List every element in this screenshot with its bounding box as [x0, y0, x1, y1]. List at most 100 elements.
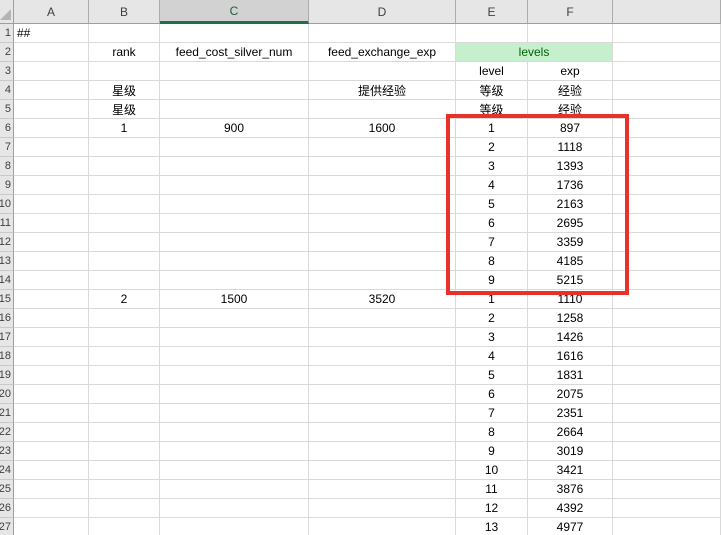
cell-A26[interactable] — [14, 499, 89, 518]
cell-B8[interactable] — [89, 157, 160, 176]
row-header-11[interactable]: 11 — [0, 214, 14, 233]
cell-B5[interactable]: 星级 — [89, 100, 160, 119]
row-header-8[interactable]: 8 — [0, 157, 14, 176]
cell-D15[interactable]: 3520 — [309, 290, 456, 309]
cell-F1[interactable] — [528, 24, 613, 43]
cell-B15[interactable]: 2 — [89, 290, 160, 309]
cell-E16[interactable]: 2 — [456, 309, 528, 328]
cell-E1[interactable] — [456, 24, 528, 43]
cell-F13[interactable]: 4185 — [528, 252, 613, 271]
cell-blank-17[interactable] — [613, 328, 721, 347]
cell-blank-25[interactable] — [613, 480, 721, 499]
cell-A25[interactable] — [14, 480, 89, 499]
cell-F12[interactable]: 3359 — [528, 233, 613, 252]
cell-A6[interactable] — [14, 119, 89, 138]
cell-A18[interactable] — [14, 347, 89, 366]
cell-E6[interactable]: 1 — [456, 119, 528, 138]
cell-F21[interactable]: 2351 — [528, 404, 613, 423]
cell-E17[interactable]: 3 — [456, 328, 528, 347]
cell-C10[interactable] — [160, 195, 309, 214]
cell-B10[interactable] — [89, 195, 160, 214]
cell-D2[interactable]: feed_exchange_exp — [309, 43, 456, 62]
cell-B1[interactable] — [89, 24, 160, 43]
cell-F14[interactable]: 5215 — [528, 271, 613, 290]
cell-A10[interactable] — [14, 195, 89, 214]
cell-B25[interactable] — [89, 480, 160, 499]
cell-B12[interactable] — [89, 233, 160, 252]
cell-B26[interactable] — [89, 499, 160, 518]
cell-blank-15[interactable] — [613, 290, 721, 309]
cell-C25[interactable] — [160, 480, 309, 499]
cell-F26[interactable]: 4392 — [528, 499, 613, 518]
cell-B17[interactable] — [89, 328, 160, 347]
cell-B14[interactable] — [89, 271, 160, 290]
cell-E20[interactable]: 6 — [456, 385, 528, 404]
cell-blank-10[interactable] — [613, 195, 721, 214]
cell-C22[interactable] — [160, 423, 309, 442]
row-header-19[interactable]: 19 — [0, 366, 14, 385]
cell-C6[interactable]: 900 — [160, 119, 309, 138]
cell-D21[interactable] — [309, 404, 456, 423]
row-header-27[interactable]: 27 — [0, 518, 14, 535]
cell-C1[interactable] — [160, 24, 309, 43]
cell-C11[interactable] — [160, 214, 309, 233]
cell-A15[interactable] — [14, 290, 89, 309]
cell-A2[interactable] — [14, 43, 89, 62]
cell-D17[interactable] — [309, 328, 456, 347]
cell-blank-4[interactable] — [613, 81, 721, 100]
cell-blank-21[interactable] — [613, 404, 721, 423]
cell-C4[interactable] — [160, 81, 309, 100]
cell-F23[interactable]: 3019 — [528, 442, 613, 461]
cell-blank-13[interactable] — [613, 252, 721, 271]
cell-F25[interactable]: 3876 — [528, 480, 613, 499]
cell-E9[interactable]: 4 — [456, 176, 528, 195]
cell-A27[interactable] — [14, 518, 89, 535]
cell-A23[interactable] — [14, 442, 89, 461]
cell-D25[interactable] — [309, 480, 456, 499]
cell-E7[interactable]: 2 — [456, 138, 528, 157]
cell-blank-9[interactable] — [613, 176, 721, 195]
column-header-C[interactable]: C — [160, 0, 309, 24]
cell-C5[interactable] — [160, 100, 309, 119]
select-all-corner[interactable] — [0, 0, 14, 24]
cell-E22[interactable]: 8 — [456, 423, 528, 442]
cell-D18[interactable] — [309, 347, 456, 366]
cell-C26[interactable] — [160, 499, 309, 518]
cell-D13[interactable] — [309, 252, 456, 271]
cell-C13[interactable] — [160, 252, 309, 271]
row-header-3[interactable]: 3 — [0, 62, 14, 81]
cell-D8[interactable] — [309, 157, 456, 176]
cell-C17[interactable] — [160, 328, 309, 347]
cell-E24[interactable]: 10 — [456, 461, 528, 480]
cell-E10[interactable]: 5 — [456, 195, 528, 214]
row-header-22[interactable]: 22 — [0, 423, 14, 442]
cell-blank-23[interactable] — [613, 442, 721, 461]
cell-blank-18[interactable] — [613, 347, 721, 366]
cell-C9[interactable] — [160, 176, 309, 195]
cell-A21[interactable] — [14, 404, 89, 423]
cell-B3[interactable] — [89, 62, 160, 81]
cell-F16[interactable]: 1258 — [528, 309, 613, 328]
cell-blank-24[interactable] — [613, 461, 721, 480]
cell-C3[interactable] — [160, 62, 309, 81]
cell-D24[interactable] — [309, 461, 456, 480]
cell-A20[interactable] — [14, 385, 89, 404]
cell-blank-8[interactable] — [613, 157, 721, 176]
cell-D14[interactable] — [309, 271, 456, 290]
cell-blank-7[interactable] — [613, 138, 721, 157]
row-header-17[interactable]: 17 — [0, 328, 14, 347]
cell-blank-14[interactable] — [613, 271, 721, 290]
cell-A24[interactable] — [14, 461, 89, 480]
cell-C24[interactable] — [160, 461, 309, 480]
cell-E27[interactable]: 13 — [456, 518, 528, 535]
cell-D3[interactable] — [309, 62, 456, 81]
cell-B2[interactable]: rank — [89, 43, 160, 62]
cell-B18[interactable] — [89, 347, 160, 366]
cell-D20[interactable] — [309, 385, 456, 404]
cell-D6[interactable]: 1600 — [309, 119, 456, 138]
cell-E11[interactable]: 6 — [456, 214, 528, 233]
cell-F17[interactable]: 1426 — [528, 328, 613, 347]
row-header-1[interactable]: 1 — [0, 24, 14, 43]
cell-E25[interactable]: 11 — [456, 480, 528, 499]
row-header-15[interactable]: 15 — [0, 290, 14, 309]
